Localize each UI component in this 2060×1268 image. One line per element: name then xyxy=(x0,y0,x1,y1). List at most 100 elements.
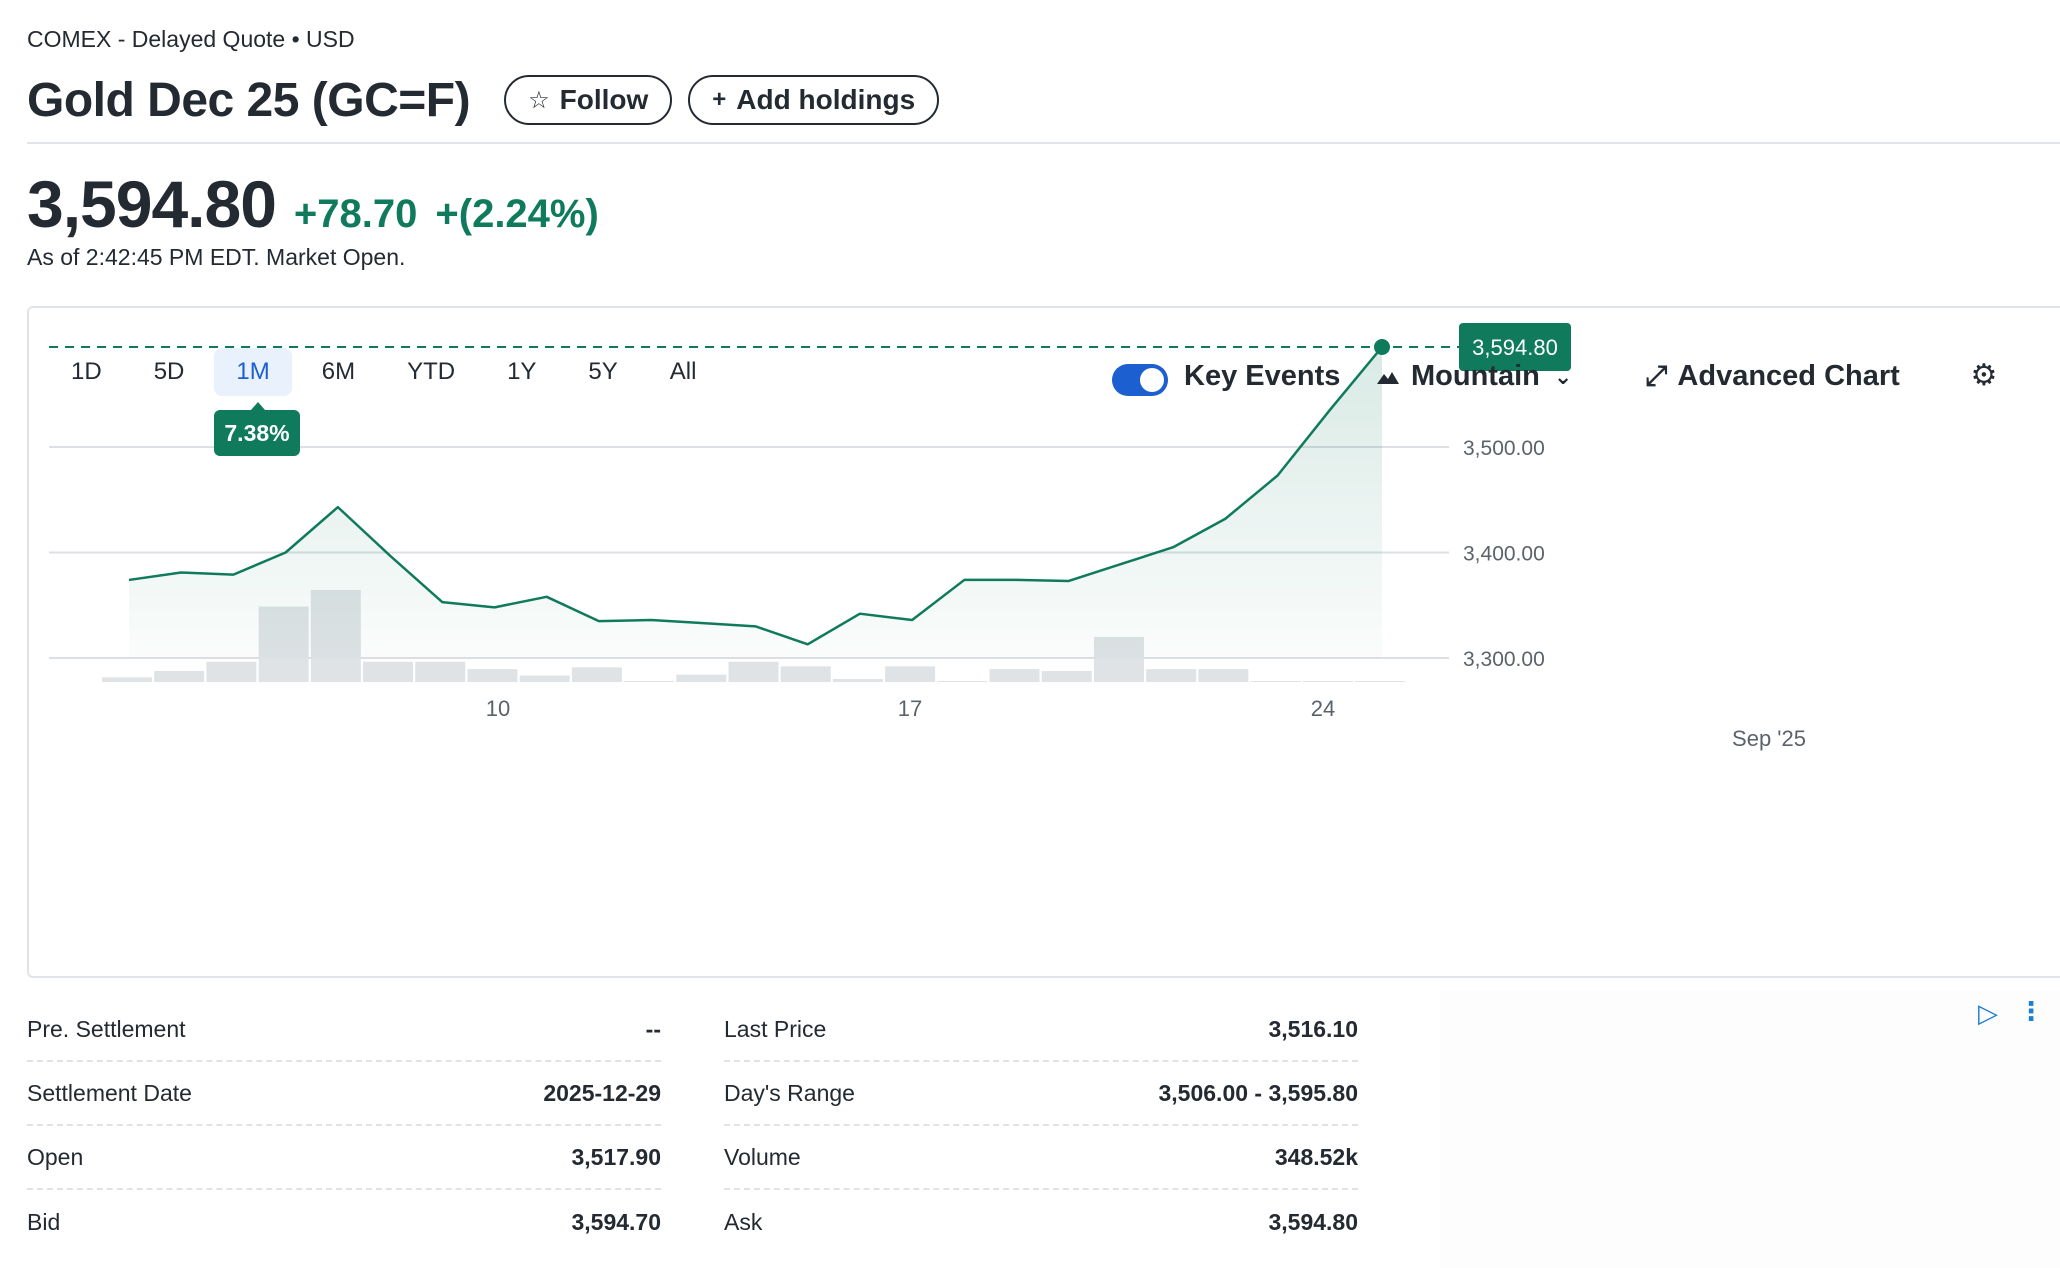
toggle-knob xyxy=(1140,368,1164,392)
stat-row: Pre. Settlement -- xyxy=(27,998,661,1062)
stat-row: Last Price 3,516.10 xyxy=(724,998,1358,1062)
volume-bar xyxy=(624,681,675,682)
stat-label: Volume xyxy=(724,1143,801,1170)
volume-bar xyxy=(728,661,779,682)
range-tab-1d[interactable]: 1D xyxy=(71,358,102,385)
stat-value: 3,517.90 xyxy=(571,1143,661,1170)
volume-bar xyxy=(832,679,883,682)
current-price-dot xyxy=(1374,338,1390,355)
volume-bar xyxy=(363,661,414,682)
chart-card: 3,300.00 3,400.00 3,500.00 3,594.80 10 17 24 Se… xyxy=(27,306,2060,978)
x-tick-label: 24 xyxy=(1311,696,1335,721)
volume-bar xyxy=(1250,681,1301,682)
add-holdings-button[interactable]: + Add holdings xyxy=(688,75,940,125)
volume-bar xyxy=(937,681,988,682)
volume-bar xyxy=(989,669,1040,682)
range-tab-ytd[interactable]: YTD xyxy=(407,358,456,385)
stat-label: Pre. Settlement xyxy=(27,1015,186,1042)
price-area xyxy=(129,346,1382,658)
gear-icon[interactable]: ⚙ xyxy=(1970,359,1998,392)
volume-bar xyxy=(519,675,570,682)
plus-icon: + xyxy=(712,86,727,113)
chart-type-dropdown[interactable]: Mountain ⌄ xyxy=(1377,360,1572,393)
stat-row: Day's Range 3,506.00 - 3,595.80 xyxy=(724,1062,1358,1126)
exchange-info: COMEX - Delayed Quote • USD xyxy=(27,26,355,52)
key-events-toggle[interactable] xyxy=(1112,364,1168,396)
stat-row: Settlement Date 2025-12-29 xyxy=(27,1062,661,1126)
stats-left-column: Pre. Settlement -- Settlement Date 2025-12-… xyxy=(27,998,661,1254)
stat-row: Volume 348.52k xyxy=(724,1126,1358,1190)
volume-bar xyxy=(1302,681,1353,682)
header-divider xyxy=(27,142,2060,144)
volume-bar xyxy=(1041,670,1092,682)
y-tick-label: 3,500.00 xyxy=(1463,437,1545,460)
mountain-icon xyxy=(1377,371,1399,384)
more-vertical-icon[interactable]: ⋮ xyxy=(2018,996,2044,1026)
stat-label: Open xyxy=(27,1143,84,1170)
follow-label: Follow xyxy=(559,84,649,115)
volume-bar xyxy=(467,669,518,682)
stat-value: 3,516.10 xyxy=(1268,1015,1358,1042)
range-tab-1m[interactable]: 1M xyxy=(214,348,292,396)
key-events-label: Key Events xyxy=(1184,360,1341,392)
stat-value: -- xyxy=(645,1015,661,1042)
advanced-chart-button[interactable]: ⤢ Advanced Chart xyxy=(1645,360,1900,393)
price-chart[interactable]: 3,300.00 3,400.00 3,500.00 3,594.80 10 17 24 Se… xyxy=(29,308,2060,980)
price-line xyxy=(128,346,1383,646)
range-tab-all[interactable]: All xyxy=(669,358,697,385)
volume-bar xyxy=(1355,681,1405,682)
range-tab-1y[interactable]: 1Y xyxy=(507,358,537,385)
price-change-percent: +(2.24%) xyxy=(435,192,599,236)
as-of-timestamp: As of 2:42:45 PM EDT. Market Open. xyxy=(27,244,406,270)
ad-area xyxy=(1440,990,2060,1268)
volume-bar xyxy=(1198,669,1249,682)
stat-value: 348.52k xyxy=(1274,1143,1358,1170)
stat-value: 2025-12-29 xyxy=(543,1079,661,1106)
x-tick-label: 10 xyxy=(486,696,510,721)
volume-bar xyxy=(1146,669,1197,682)
expand-icon: ⤢ xyxy=(1645,360,1668,391)
x-tick-label: Sep '25 xyxy=(1732,726,1806,751)
volume-bar xyxy=(415,661,466,682)
volume-bar xyxy=(676,674,727,682)
range-tab-6m[interactable]: 6M xyxy=(321,358,356,385)
volume-bar xyxy=(571,667,622,682)
volume-bar xyxy=(102,677,152,682)
stat-row: Bid 3,594.70 xyxy=(27,1190,661,1254)
price-row: 3,594.80 +78.70 +(2.24%) xyxy=(27,166,599,242)
stat-label: Last Price xyxy=(724,1015,827,1042)
range-tab-5d[interactable]: 5D xyxy=(153,358,185,385)
stat-row: Ask 3,594.80 xyxy=(724,1190,1358,1254)
chart-type-label: Mountain xyxy=(1411,360,1540,392)
chart-tools: Key Events Mountain ⌄ ⤢ Advanced Chart ⚙ xyxy=(29,352,2060,400)
title-row: Gold Dec 25 (GC=F) ☆ Follow + Add holdin… xyxy=(27,72,940,128)
stat-label: Ask xyxy=(724,1208,763,1235)
price-change: +78.70 xyxy=(293,192,418,236)
stat-label: Day's Range xyxy=(724,1079,855,1106)
stat-label: Bid xyxy=(27,1208,61,1235)
volume-bar xyxy=(780,666,831,682)
star-icon: ☆ xyxy=(528,86,550,114)
current-price: 3,594.80 xyxy=(27,167,277,241)
stat-value: 3,506.00 - 3,595.80 xyxy=(1158,1079,1359,1106)
range-selector: 1D 5D 1M 6M YTD 1Y 5Y All xyxy=(49,348,726,396)
x-tick-label: 17 xyxy=(898,696,922,721)
volume-bar xyxy=(154,670,205,682)
stats-right-column: Last Price 3,516.10 Day's Range 3,506.00 - … xyxy=(724,998,1358,1254)
page-title: Gold Dec 25 (GC=F) xyxy=(27,73,471,127)
y-tick-label: 3,400.00 xyxy=(1463,543,1545,566)
range-change-badge: 7.38% xyxy=(214,402,300,456)
range-tab-5y[interactable]: 5Y xyxy=(588,358,618,385)
advanced-chart-label: Advanced Chart xyxy=(1677,360,1900,392)
stat-row: Open 3,517.90 xyxy=(27,1126,661,1190)
volume-bar xyxy=(206,661,257,682)
follow-button[interactable]: ☆ Follow xyxy=(504,75,673,125)
stat-value: 3,594.80 xyxy=(1268,1208,1358,1235)
stat-value: 3,594.70 xyxy=(571,1208,661,1235)
y-tick-label: 3,300.00 xyxy=(1463,648,1545,671)
current-price-label-bg xyxy=(1459,322,1571,371)
current-price-label: 3,594.80 xyxy=(1472,335,1558,360)
stat-label: Settlement Date xyxy=(27,1079,192,1106)
ad-play-icon[interactable]: ▷ xyxy=(1978,998,1998,1028)
volume-bar xyxy=(885,666,936,682)
